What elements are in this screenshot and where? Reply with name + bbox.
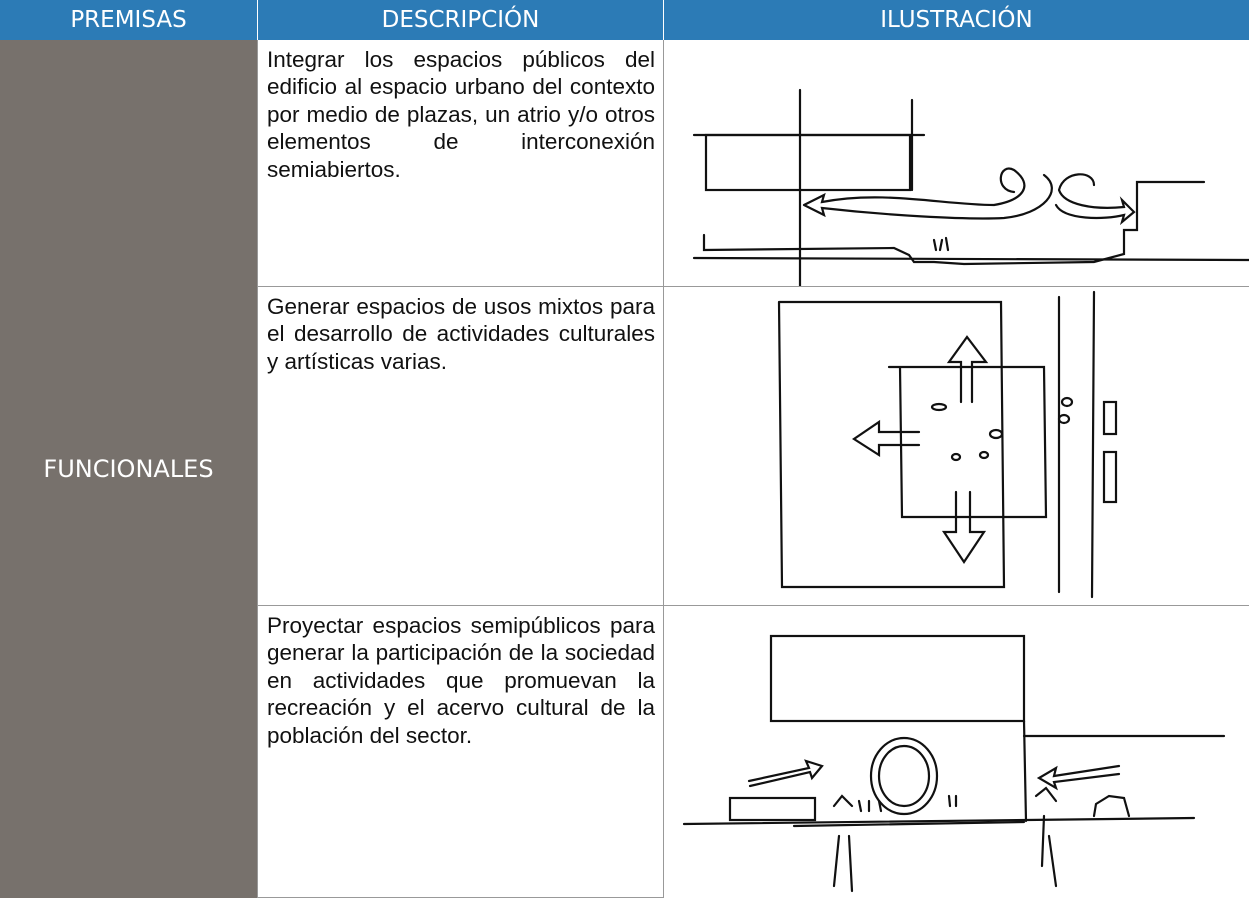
illustration-cell <box>663 40 1249 287</box>
illustration-cell <box>663 287 1249 606</box>
category-label: FUNCIONALES <box>43 455 214 483</box>
category-cell: FUNCIONALES <box>0 40 257 898</box>
header-premisas: PREMISAS <box>0 0 257 40</box>
sketch-plan <box>777 290 1118 599</box>
sketch-elevation <box>682 634 1226 893</box>
header-ilustracion: ILUSTRACIÓN <box>664 0 1249 40</box>
description: Integrar los espacios públicos del edifi… <box>257 40 663 287</box>
illustration-cell <box>663 606 1249 898</box>
sketch-section <box>692 88 1249 286</box>
description: Generar espacios de usos mixtos para el … <box>257 287 663 606</box>
description: Proyectar espacios semipúblicos para gen… <box>257 606 663 898</box>
header-descripcion: DESCRIPCIÓN <box>258 0 663 40</box>
